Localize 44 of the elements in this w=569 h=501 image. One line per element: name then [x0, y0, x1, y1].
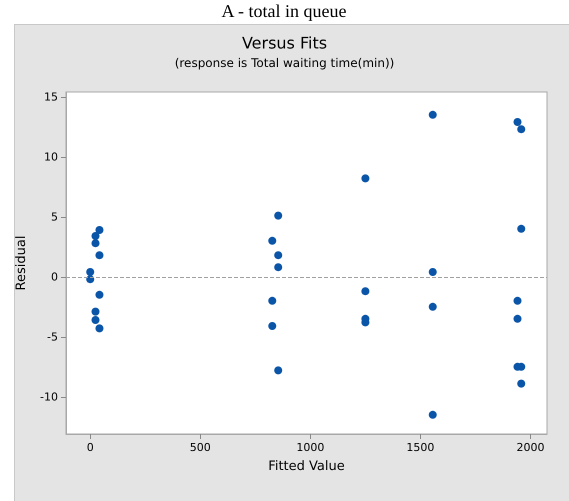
x-tick-label: 500 [190, 441, 211, 454]
point [274, 212, 282, 220]
point [274, 366, 282, 374]
point [514, 314, 522, 323]
point [95, 324, 104, 332]
point [361, 287, 370, 296]
x-axis-title: Fitted Value [268, 459, 345, 474]
point [428, 410, 437, 419]
x-tick-label: 2000 [516, 441, 544, 454]
point [274, 263, 282, 272]
point [268, 296, 276, 305]
y-axis-title: Residual [14, 236, 29, 290]
point [361, 174, 370, 182]
text: A - total in queue [222, 1, 346, 21]
point [428, 268, 437, 276]
point [517, 380, 526, 388]
point [428, 110, 437, 119]
chart-subtitle: (response is Total waiting time(min)) [174, 56, 394, 70]
point [514, 296, 522, 305]
point [517, 224, 526, 233]
y-tick-label: 0 [51, 270, 58, 284]
point [514, 118, 522, 126]
point [428, 302, 437, 311]
point [95, 290, 104, 299]
y-tick-label: 15 [44, 90, 58, 104]
point [92, 232, 100, 240]
y-tick-label: -10 [40, 390, 58, 404]
point [268, 322, 276, 330]
point [95, 226, 104, 234]
point [274, 251, 282, 260]
point [517, 125, 526, 134]
x-tick-label: 1000 [296, 441, 324, 454]
y-tick-label: 5 [51, 210, 58, 224]
chart-title: Versus Fits [242, 34, 328, 52]
point [268, 236, 276, 245]
y-tick-label: 10 [44, 150, 58, 164]
point [95, 251, 104, 260]
point [86, 268, 94, 276]
point [92, 239, 100, 248]
x-tick-label: 0 [86, 441, 94, 454]
y-tick-label: -5 [47, 330, 58, 344]
x-tick-label: 1500 [406, 441, 434, 454]
point [92, 308, 100, 316]
point [92, 316, 100, 324]
